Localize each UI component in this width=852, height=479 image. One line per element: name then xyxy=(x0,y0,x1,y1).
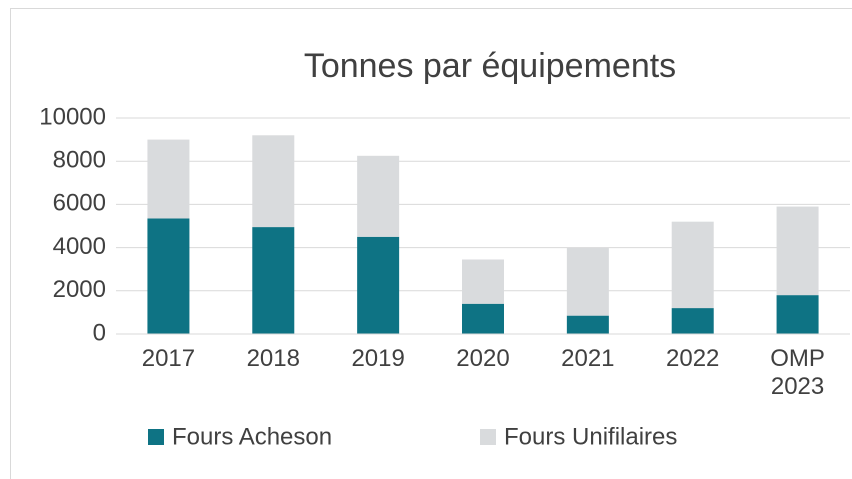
x-tick-label: 2021 xyxy=(561,345,615,372)
y-tick-label: 4000 xyxy=(53,233,106,260)
bar-segment xyxy=(462,303,504,334)
bar-segment xyxy=(147,139,190,219)
bar-segment xyxy=(671,308,714,334)
bar-segment xyxy=(566,247,609,316)
bar-segment xyxy=(252,135,295,228)
x-tick-label: 2020 xyxy=(456,345,510,372)
bar-segment xyxy=(566,315,609,334)
y-tick-label: 8000 xyxy=(53,147,106,174)
x-tick-label: 2022 xyxy=(666,345,720,372)
bar-segment xyxy=(147,218,190,334)
legend-label: Fours Unifilaires xyxy=(504,423,677,450)
x-tick-label: 2018 xyxy=(246,345,300,372)
y-tick-label: 2000 xyxy=(53,276,106,303)
x-tick-label: 2019 xyxy=(351,345,405,372)
bar-segment xyxy=(252,227,295,334)
bar-segment xyxy=(462,259,504,304)
chart-title: Tonnes par équipements xyxy=(304,47,676,85)
bar-segment xyxy=(671,221,714,309)
chart-border xyxy=(10,8,852,479)
y-tick-label: 10000 xyxy=(39,103,106,130)
y-tick-label: 0 xyxy=(93,319,106,346)
legend-swatch xyxy=(480,429,496,445)
legend-swatch xyxy=(148,429,164,445)
bar-segment xyxy=(357,155,400,237)
bar-segment xyxy=(776,206,819,296)
y-tick-label: 6000 xyxy=(53,190,106,217)
bar-segment xyxy=(776,295,819,334)
bar-segment xyxy=(357,236,400,334)
legend-label: Fours Acheson xyxy=(172,423,332,450)
x-tick-label: OMP 2023 xyxy=(770,345,825,400)
x-tick-label: 2017 xyxy=(141,345,196,372)
